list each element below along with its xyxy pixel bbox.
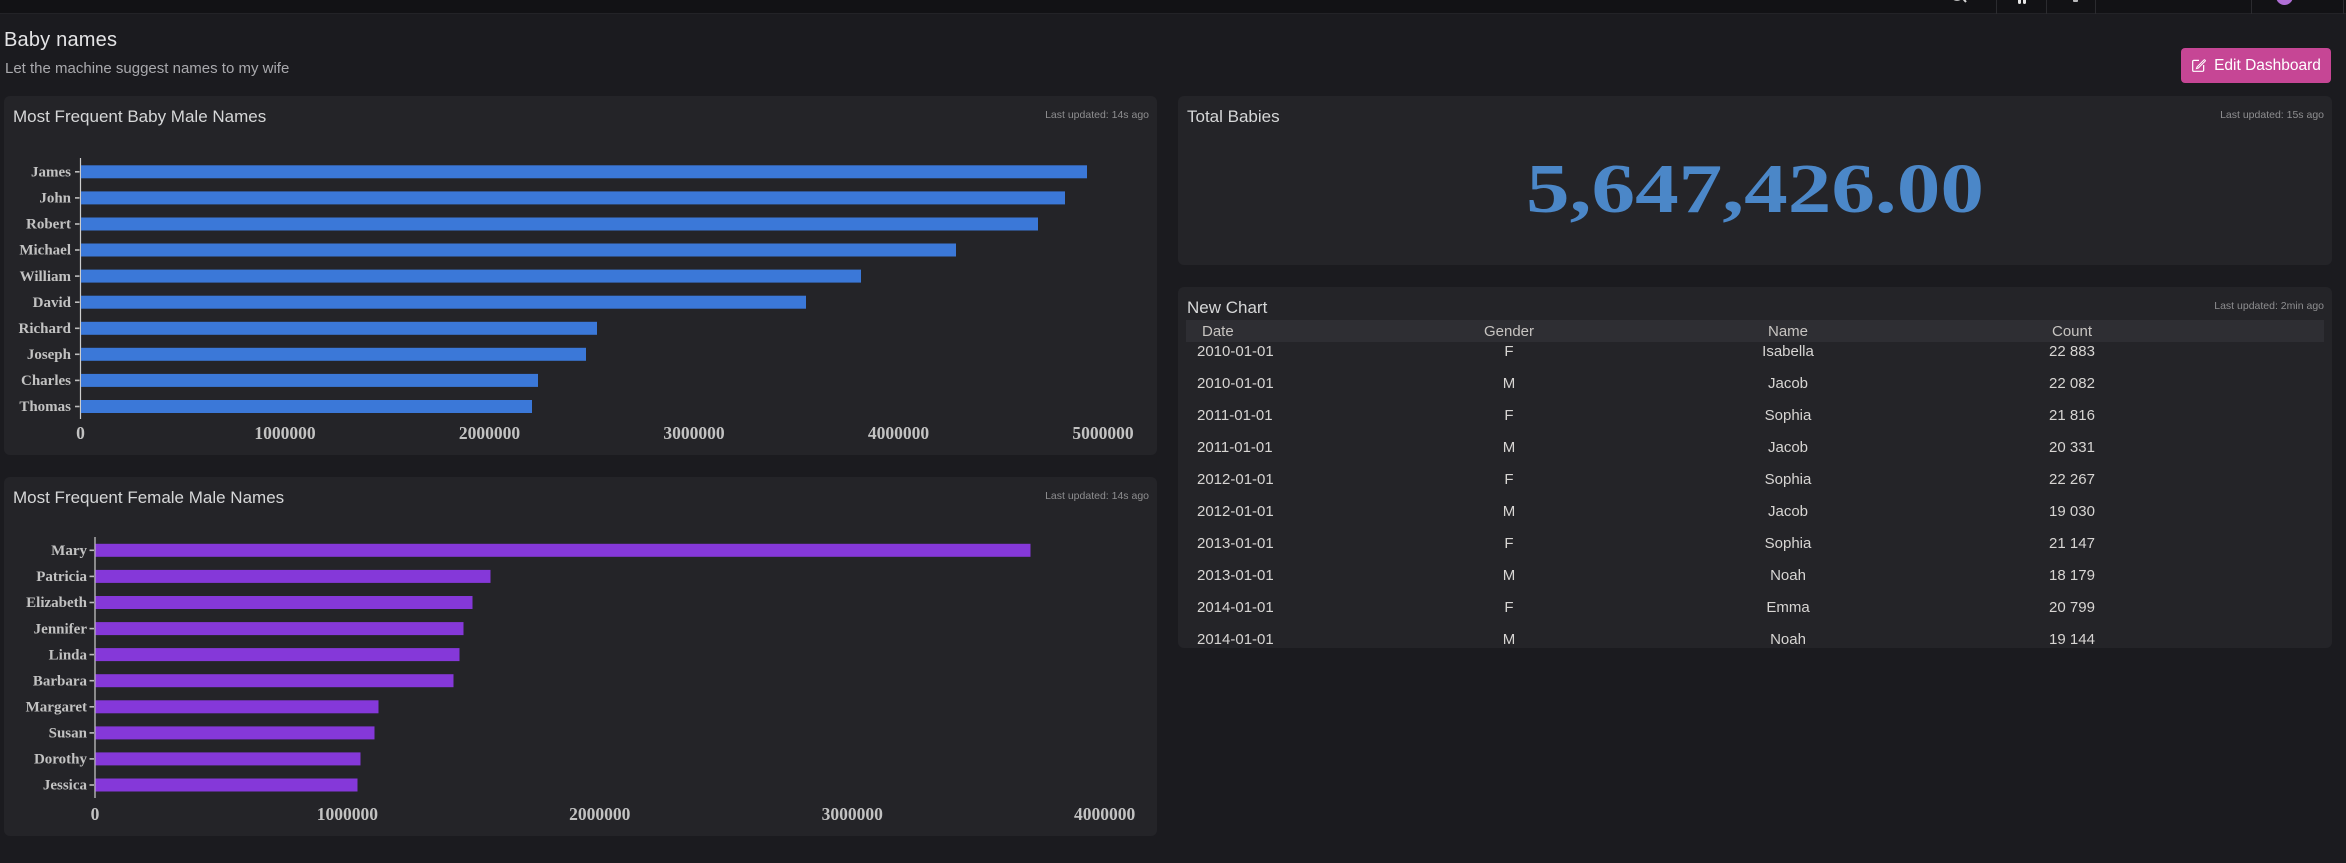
- svg-text:4000000: 4000000: [1074, 804, 1136, 824]
- svg-text:Charles: Charles: [21, 373, 71, 389]
- svg-text:Linda: Linda: [49, 647, 88, 663]
- svg-text:Susan: Susan: [49, 726, 88, 742]
- svg-text:Thomas: Thomas: [19, 399, 71, 415]
- svg-text:David: David: [33, 295, 72, 311]
- svg-text:Mary: Mary: [51, 543, 87, 559]
- svg-text:1000000: 1000000: [254, 423, 316, 443]
- svg-text:Jessica: Jessica: [43, 778, 88, 794]
- svg-text:Dorothy: Dorothy: [34, 752, 88, 768]
- svg-text:0: 0: [76, 423, 85, 443]
- svg-text:4000000: 4000000: [868, 423, 930, 443]
- svg-text:3000000: 3000000: [663, 423, 725, 443]
- svg-text:James: James: [31, 165, 71, 181]
- svg-text:Elizabeth: Elizabeth: [26, 595, 87, 611]
- svg-text:Michael: Michael: [19, 243, 71, 259]
- svg-text:John: John: [39, 191, 71, 207]
- svg-text:William: William: [20, 269, 72, 285]
- svg-text:2000000: 2000000: [459, 423, 521, 443]
- svg-text:5000000: 5000000: [1072, 423, 1134, 443]
- svg-text:Barbara: Barbara: [33, 673, 88, 689]
- svg-text:Patricia: Patricia: [36, 569, 87, 585]
- svg-text:0: 0: [91, 804, 100, 824]
- svg-text:Margaret: Margaret: [26, 700, 87, 716]
- svg-text:3000000: 3000000: [822, 804, 884, 824]
- svg-text:Joseph: Joseph: [27, 347, 72, 363]
- svg-text:2000000: 2000000: [569, 804, 631, 824]
- svg-text:Robert: Robert: [26, 217, 71, 233]
- svg-text:Jennifer: Jennifer: [34, 621, 88, 637]
- svg-text:1000000: 1000000: [317, 804, 379, 824]
- svg-text:Richard: Richard: [19, 321, 72, 337]
